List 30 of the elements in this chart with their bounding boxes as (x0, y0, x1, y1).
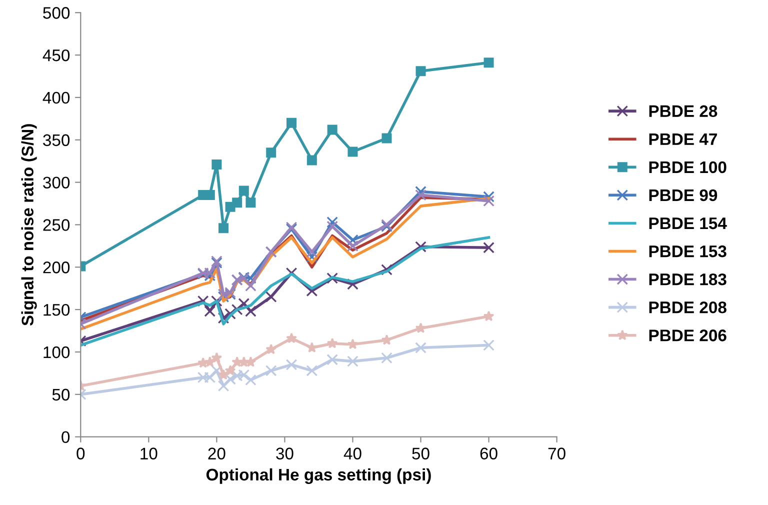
legend-label: PBDE 208 (649, 302, 726, 314)
y-tick-label: 150 (44, 304, 70, 316)
legend-label: PBDE 183 (649, 273, 726, 286)
legend-label: PBDE 99 (649, 189, 718, 202)
y-axis-title: Signal to noise ratio (S/N) (21, 124, 37, 326)
x-tick-label: 40 (344, 448, 362, 460)
y-tick-label: 350 (43, 134, 70, 146)
x-tick-label: 70 (548, 448, 566, 460)
x-tick-label: 20 (208, 448, 226, 460)
y-tick-label: 200 (43, 262, 70, 274)
x-tick-label: 60 (480, 448, 498, 460)
legend-label: PBDE 28 (649, 105, 718, 118)
x-tick-label: 0 (76, 448, 85, 460)
x-tick-label: 50 (412, 448, 430, 460)
legend-label: PBDE 153 (649, 245, 726, 258)
x-tick-label: 10 (140, 448, 158, 460)
y-tick-label: 0 (62, 431, 70, 444)
legend-label: PBDE 154 (649, 218, 727, 230)
y-tick-label: 400 (42, 92, 70, 104)
legend-label: PBDE 100 (649, 161, 726, 174)
y-tick-label: 300 (43, 176, 70, 189)
y-tick-label: 250 (43, 219, 70, 231)
x-tick-label: 30 (276, 448, 294, 460)
y-tick-label: 500 (43, 7, 70, 19)
y-tick-label: 100 (44, 346, 70, 358)
y-tick-label: 50 (52, 388, 70, 401)
y-tick-label: 450 (42, 49, 70, 62)
legend-label: PBDE 206 (649, 330, 726, 342)
x-axis-title: Optional He gas setting (psi) (206, 468, 431, 484)
legend-label: PBDE 47 (649, 133, 717, 145)
